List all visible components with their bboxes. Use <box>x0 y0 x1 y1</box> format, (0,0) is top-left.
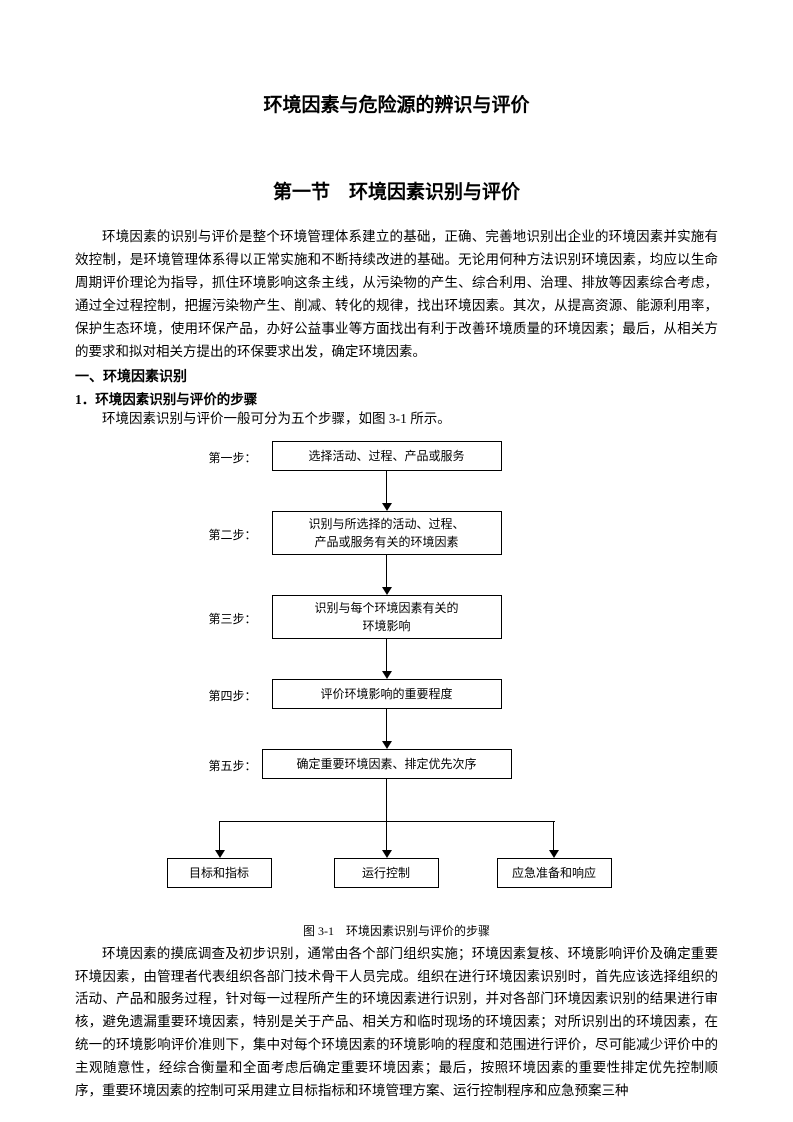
flow-box-step2: 识别与所选择的活动、过程、 产品或服务有关的环境因素 <box>272 511 502 555</box>
flowchart: 第一步： 选择活动、过程、产品或服务 第二步： 识别与所选择的活动、过程、 产品… <box>157 441 637 916</box>
arrow-down-icon <box>382 741 392 749</box>
flow-box-bottom2: 运行控制 <box>334 858 439 888</box>
heading-level-1: 一、环境因素识别 <box>75 366 718 386</box>
flow-line <box>386 779 388 821</box>
step-label-4: 第四步： <box>202 687 257 704</box>
arrow-down-icon <box>382 671 392 679</box>
flow-line <box>219 821 221 853</box>
flow-line <box>386 639 388 674</box>
section-title: 第一节 环境因素识别与评价 <box>75 177 718 204</box>
bottom-paragraph: 环境因素的摸底调查及初步识别，通常由各个部门组织实施；环境因素复核、环境影响评价… <box>75 943 718 1104</box>
figure-caption: 图 3-1 环境因素识别与评价的步骤 <box>75 922 718 939</box>
heading-level-2: 1．环境因素识别与评价的步骤 <box>75 388 718 408</box>
flow-box-step5: 确定重要环境因素、排定优先次序 <box>262 749 512 779</box>
arrow-down-icon <box>382 503 392 511</box>
page-title: 环境因素与危险源的辨识与评价 <box>75 90 718 117</box>
flow-box-step4: 评价环境影响的重要程度 <box>272 679 502 709</box>
flow-line <box>386 821 388 853</box>
steps-intro-paragraph: 环境因素识别与评价一般可分为五个步骤，如图 3-1 所示。 <box>75 408 718 431</box>
step-label-2: 第二步： <box>202 526 257 543</box>
step-label-3: 第三步： <box>202 610 257 627</box>
step-label-1: 第一步： <box>202 449 257 466</box>
flow-box-step3: 识别与每个环境因素有关的 环境影响 <box>272 595 502 639</box>
arrow-down-icon <box>382 850 392 858</box>
flow-line <box>386 555 388 590</box>
flow-line <box>386 471 388 506</box>
intro-paragraph: 环境因素的识别与评价是整个环境管理体系建立的基础，正确、完善地识别出企业的环境因… <box>75 226 718 364</box>
arrow-down-icon <box>549 850 559 858</box>
flow-line <box>386 709 388 744</box>
flow-box-bottom3: 应急准备和响应 <box>497 858 612 888</box>
flow-box-bottom1: 目标和指标 <box>167 858 272 888</box>
arrow-down-icon <box>215 850 225 858</box>
flow-box-step1: 选择活动、过程、产品或服务 <box>272 441 502 471</box>
step-label-5: 第五步： <box>202 757 257 774</box>
arrow-down-icon <box>382 587 392 595</box>
flow-line <box>553 821 555 853</box>
